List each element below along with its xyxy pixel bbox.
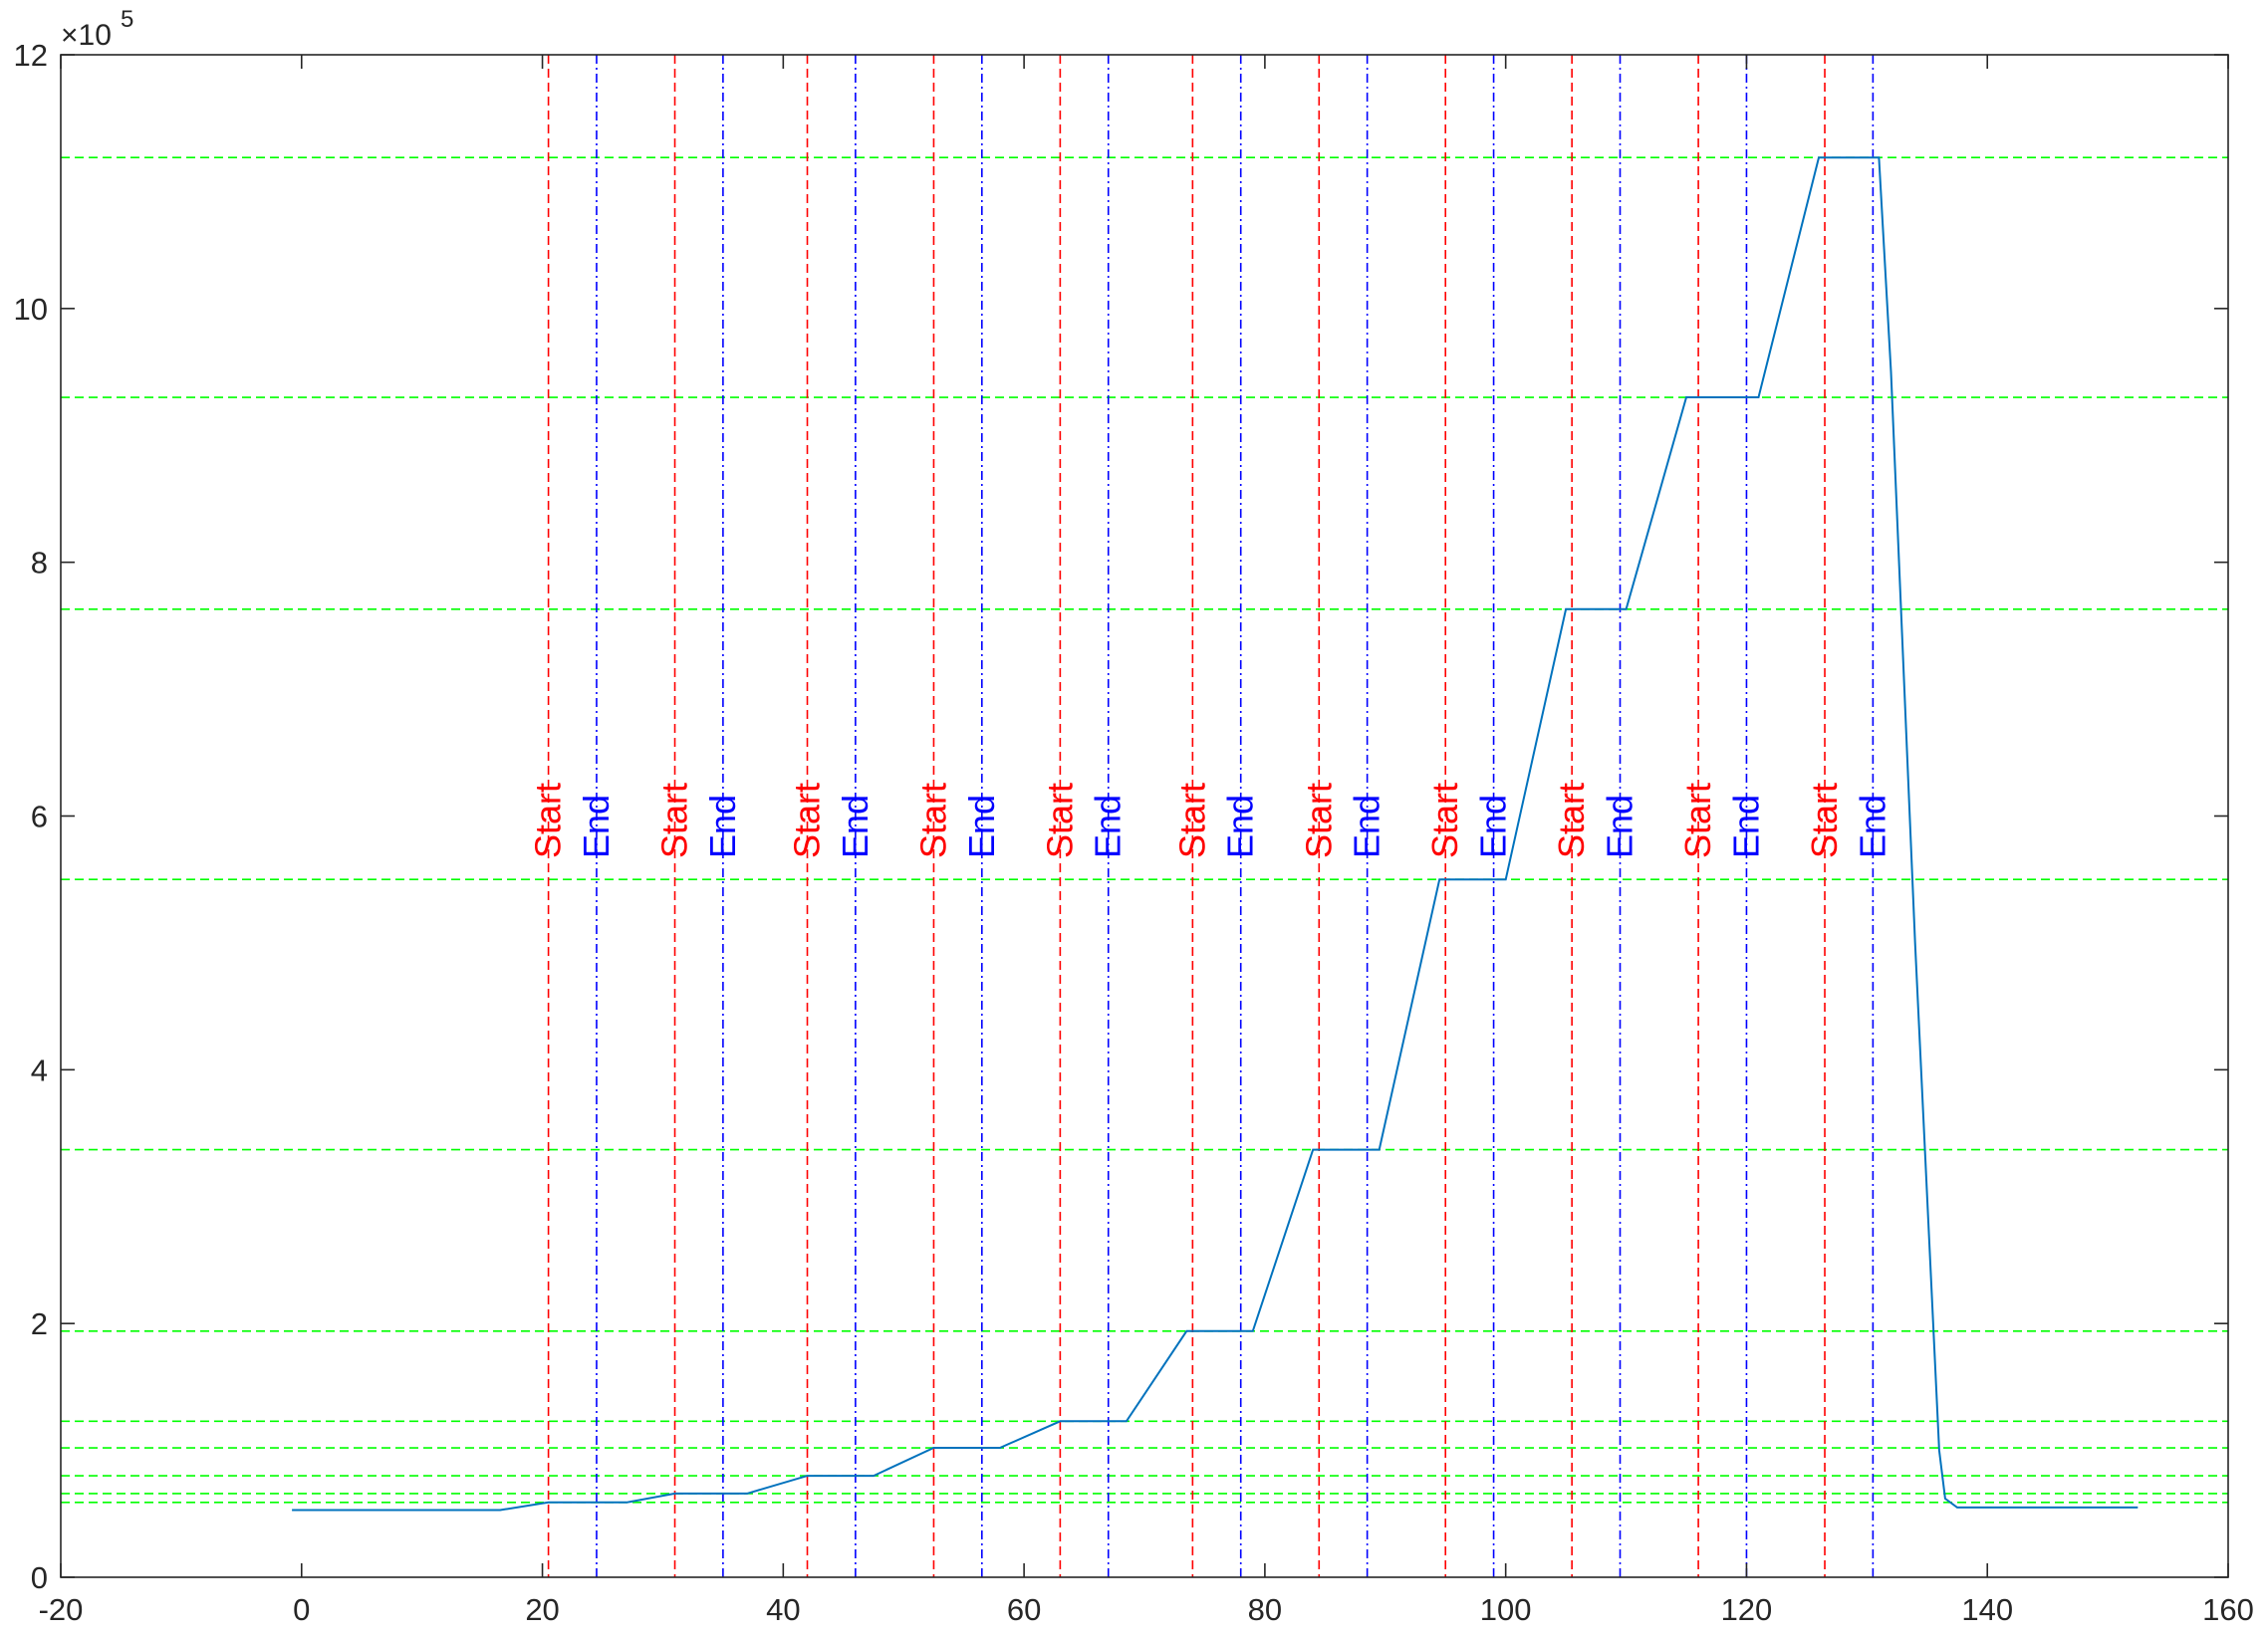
end-label: End <box>1852 795 1892 858</box>
axes-box <box>60 54 2229 1578</box>
x-tick-label: 20 <box>525 1592 559 1627</box>
y-tick-label: 12 <box>14 38 48 73</box>
end-label: End <box>1473 795 1514 858</box>
start-label: Start <box>1039 783 1080 858</box>
y-tick-label: 0 <box>31 1560 48 1595</box>
series-line <box>292 156 2139 1512</box>
start-label: Start <box>528 783 569 858</box>
y-tick-label: 10 <box>14 292 48 327</box>
y-tick-label: 2 <box>31 1306 48 1341</box>
y-tick-label: 4 <box>31 1053 48 1087</box>
start-label: Start <box>1677 783 1718 858</box>
x-tick-label: 100 <box>1480 1592 1532 1627</box>
start-label: Start <box>654 783 695 858</box>
y-tick-label: 8 <box>31 546 48 581</box>
start-label: Start <box>1804 783 1845 858</box>
marker-lines <box>547 55 1875 1577</box>
end-label: End <box>576 795 617 858</box>
x-tick-label: 160 <box>2202 1592 2254 1627</box>
level-lines <box>61 156 2228 1504</box>
series-layer <box>292 156 2139 1512</box>
end-label: End <box>961 795 1002 858</box>
exponent-base: ×10 <box>61 19 112 52</box>
start-label: Start <box>912 783 953 858</box>
marker-labels: Start Start Start Start Start Start Start Start… <box>528 783 1893 858</box>
start-label: Start <box>1171 783 1212 858</box>
x-tick-label: 60 <box>1007 1592 1041 1627</box>
end-label: End <box>1725 795 1766 858</box>
end-label: End <box>1600 795 1640 858</box>
x-tick-label: 80 <box>1248 1592 1282 1627</box>
x-tick-label: -20 <box>39 1592 84 1627</box>
end-label: End <box>702 795 743 858</box>
start-label: Start <box>1298 783 1339 858</box>
start-label: Start <box>787 783 828 858</box>
x-tick-label: 0 <box>293 1592 310 1627</box>
x-tick-label: 140 <box>1961 1592 2013 1627</box>
y-exponent: ×10 5 <box>61 6 133 52</box>
x-tick-label: 40 <box>766 1592 800 1627</box>
end-label: End <box>1220 795 1261 858</box>
end-label: End <box>1088 795 1129 858</box>
end-label: End <box>835 795 876 858</box>
start-label: Start <box>1424 783 1465 858</box>
y-tick-label: 6 <box>31 800 48 834</box>
exponent-power: 5 <box>121 6 133 33</box>
x-tick-label: 120 <box>1721 1592 1773 1627</box>
start-label: Start <box>1551 783 1592 858</box>
end-label: End <box>1347 795 1387 858</box>
